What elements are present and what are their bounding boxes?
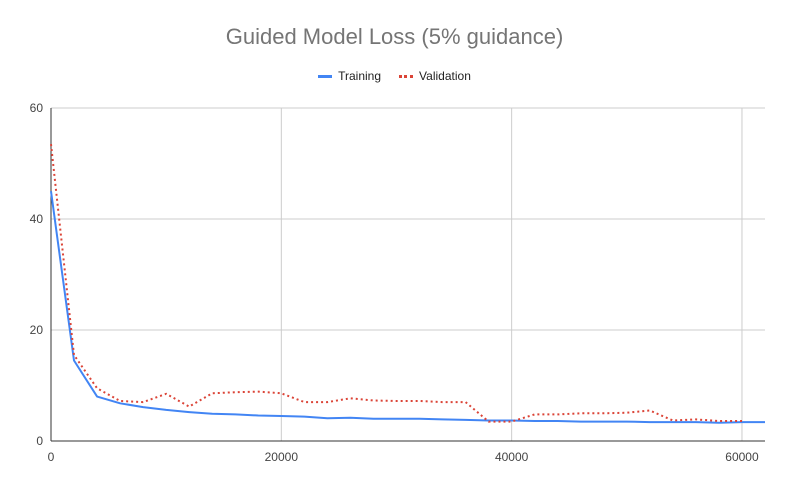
y-tick-label: 20 — [30, 323, 44, 337]
series-line-validation — [50, 143, 742, 423]
legend-label-training: Training — [338, 69, 382, 83]
legend-swatch-training — [318, 74, 333, 78]
legend-item-training: Training — [318, 69, 381, 83]
x-tick-label: 0 — [48, 450, 55, 464]
chart-title: Guided Model Loss (5% guidance) — [225, 24, 564, 49]
x-tick-label: 20000 — [265, 450, 299, 464]
legend: Training Validation — [0, 69, 789, 83]
series-line-training — [50, 191, 765, 424]
legend-label-validation: Validation — [419, 69, 471, 83]
y-tick-label: 0 — [36, 434, 43, 448]
x-tick-label: 60000 — [725, 450, 759, 464]
legend-swatch-validation — [399, 74, 414, 78]
y-tick-label: 40 — [30, 212, 44, 226]
x-tick-label: 40000 — [495, 450, 529, 464]
legend-item-validation: Validation — [399, 69, 471, 83]
y-tick-label: 60 — [30, 101, 44, 115]
